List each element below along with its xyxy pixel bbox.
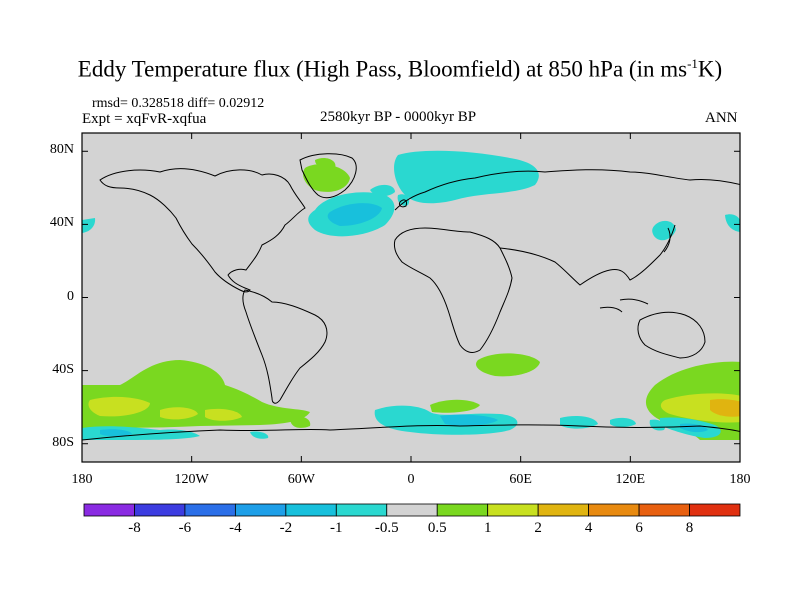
colorbar-segment xyxy=(285,503,337,517)
lat-label: 40S xyxy=(52,361,74,377)
coastline-indonesia xyxy=(599,298,649,313)
field-greenland-positive xyxy=(303,164,350,192)
coastline-japan xyxy=(663,227,671,253)
field-north-atlantic-core xyxy=(327,203,382,226)
colorbar-label: 2 xyxy=(534,520,542,536)
lon-label: 0 xyxy=(407,472,415,487)
colorbar-label: 1 xyxy=(483,520,492,536)
field-iceland-negative xyxy=(370,184,395,197)
coastline-south-america xyxy=(242,289,328,404)
lon-label: 180 xyxy=(71,472,93,487)
colorbar-segment xyxy=(487,503,539,517)
coastline-africa xyxy=(393,227,513,353)
map-title: Eddy Temperature flux (High Pass, Bloomf… xyxy=(77,56,723,82)
colorbar-label: -8 xyxy=(128,520,141,536)
coastline-asia xyxy=(499,224,676,286)
lat-label: 80N xyxy=(49,142,74,158)
colorbar-label: 4 xyxy=(584,520,593,536)
period-text: 2580kyr BP - 0000kyr BP xyxy=(320,109,477,125)
field-south-pacific-strong-2 xyxy=(160,407,198,420)
colorbar-segment xyxy=(537,503,590,517)
coastlines xyxy=(82,153,740,441)
field-south-atlantic-positive xyxy=(430,399,480,413)
coastline-antarctica xyxy=(82,424,740,441)
lon-label: 120W xyxy=(174,472,209,487)
anomaly-fields xyxy=(82,150,740,440)
colorbar-label: -6 xyxy=(178,520,192,536)
colorbar-segment xyxy=(436,503,489,517)
field-south-pacific-strong-3 xyxy=(205,408,242,421)
colorbar-label: 0.5 xyxy=(427,520,447,536)
colorbar-label: -1 xyxy=(330,520,343,536)
lat-label: 40N xyxy=(49,215,74,231)
field-south-pacific-strong-1 xyxy=(88,396,150,417)
colorbar-label: -2 xyxy=(279,520,293,536)
colorbar-segment xyxy=(134,503,186,517)
season-text: ANN xyxy=(705,110,738,126)
field-southeast-negative-strong xyxy=(680,423,708,433)
axis-ticks xyxy=(81,133,741,462)
field-west-pacific-negative xyxy=(82,218,96,233)
field-antarctic-west-strong xyxy=(100,429,132,437)
colorbar-segment xyxy=(689,503,741,517)
colorbar-label: 6 xyxy=(635,520,643,536)
lon-label: 180 xyxy=(729,472,751,487)
field-small-negative xyxy=(250,431,269,439)
colorbar-segment xyxy=(234,503,287,517)
colorbar-label: -4 xyxy=(229,520,242,536)
field-indian-antarctic-negative-2 xyxy=(610,417,636,427)
coastline-europe xyxy=(394,169,740,211)
coastline-north-america xyxy=(99,168,306,293)
colorbar-label: 8 xyxy=(685,520,694,536)
field-southeast-orange xyxy=(710,399,740,417)
colorbar-segment xyxy=(386,503,438,517)
coastline-british-isles xyxy=(399,199,407,208)
stats-text: rmsd= 0.328518 diff= 0.02912 xyxy=(92,96,265,111)
field-bering-negative xyxy=(725,214,740,232)
field-drake-positive xyxy=(290,416,311,428)
colorbar-segment xyxy=(83,503,135,517)
field-labrador-positive xyxy=(315,157,336,169)
colorbar-segment xyxy=(588,503,640,517)
lon-label: 120E xyxy=(615,472,646,487)
field-south-atlantic-strong xyxy=(440,414,498,426)
lon-label: 60W xyxy=(287,472,315,487)
coastline-greenland xyxy=(299,153,357,199)
colorbar xyxy=(83,503,741,517)
coastline-australia xyxy=(637,311,706,359)
lat-label: 0 xyxy=(67,288,74,304)
colorbar-segment xyxy=(638,503,690,517)
colorbar-label: -0.5 xyxy=(374,520,399,536)
experiment-text: Expt = xqFvR-xqfua xyxy=(82,111,207,127)
field-south-indian-positive xyxy=(475,353,540,377)
colorbar-segment xyxy=(184,503,236,517)
lon-label: 60E xyxy=(509,472,532,487)
colorbar-segment xyxy=(335,503,388,517)
lat-label: 80S xyxy=(52,434,74,450)
